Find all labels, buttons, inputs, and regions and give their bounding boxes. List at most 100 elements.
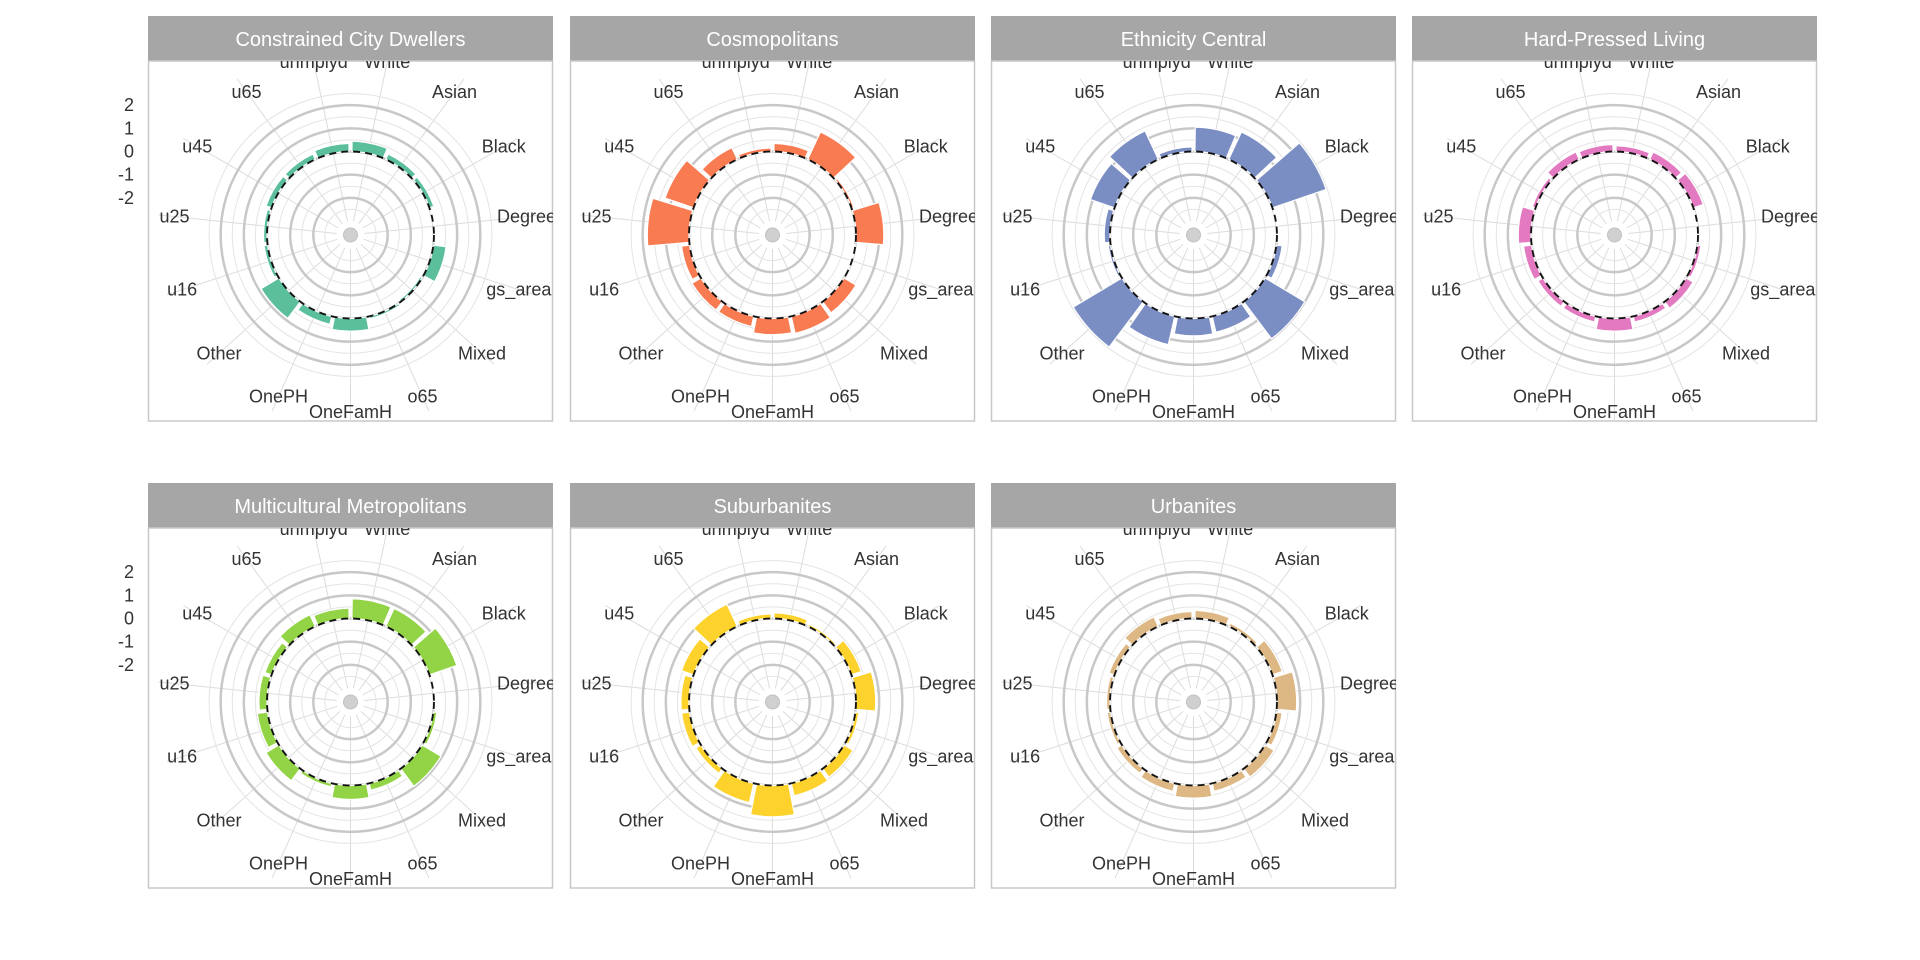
panel-title: Urbanites [1151,496,1237,518]
grid-ring-minor [208,93,493,377]
axis-label-oneph: OnePH [1092,387,1151,407]
grid-ring-major [1062,570,1325,834]
grid-spoke [1001,214,1180,235]
grid-spoke [236,545,343,691]
axis-label-onefamh: OneFamH [1573,402,1656,422]
grid-ring-minor [1495,116,1734,354]
axis-label-unmplyd: unmplyd [702,52,770,72]
grid-ring-minor [653,583,892,821]
axis-label-onefamh: OneFamH [731,402,814,422]
panel-plot-area: White Asian Black Degree gs_area Mixed o65 OneF… [158,519,553,888]
grid-ring-minor [1121,162,1266,308]
grid-ring-minor [630,560,915,844]
axis-label-white: White [786,519,832,539]
axis-label-u45: u45 [182,604,212,624]
grid-spoke [358,78,465,224]
axis-label-u65: u65 [231,82,261,102]
axis-label-unmplyd: unmplyd [280,52,348,72]
axis-label-black: Black [904,604,949,624]
axis-label-oneph: OnePH [671,387,730,407]
grid-ring-major [1085,594,1302,810]
grid-spoke [1156,61,1192,222]
grid-ring-minor [301,185,400,285]
grid-ring-minor [278,629,423,775]
axis-label-gs-area: gs_area [1329,280,1395,301]
axis-label-u45: u45 [182,137,212,157]
grid-ring-minor [1472,93,1757,377]
grid-spoke [183,138,339,229]
grid-spoke [206,710,341,832]
strip-background [570,483,975,528]
grid-spoke [735,528,771,689]
grid-ring-minor [1074,583,1313,821]
axis-label-degree: Degree [497,206,556,226]
axis-label-u25: u25 [1423,206,1453,226]
grid-spoke [1616,61,1652,222]
axis-label-u16: u16 [1431,280,1461,300]
axis-label-black: Black [482,137,527,157]
axis-label-asian: Asian [854,82,899,102]
bar-cosmopolitans-u25 [646,197,694,247]
y-tick-label: -2 [118,188,134,208]
grid-spoke [355,247,430,412]
grid-spoke [784,138,940,229]
axis-label-mixed: Mixed [1301,810,1349,830]
grid-ring-minor [278,162,423,308]
axis-label-black: Black [904,137,949,157]
grid-ring-major [288,173,413,297]
axis-label-o65: o65 [1250,854,1280,874]
axis-label-unmplyd: unmplyd [1123,519,1191,539]
axis-label-u45: u45 [1025,604,1055,624]
strip-background [991,483,1396,528]
bar-suburbanites-u16 [680,711,701,748]
y-tick-label: -1 [118,632,134,652]
axis-label-degree: Degree [1340,206,1399,226]
axis-label-mixed: Mixed [880,810,928,830]
axis-label-asian: Asian [1696,82,1741,102]
grid-ring-major [1155,196,1232,274]
grid-ring-major [641,103,904,367]
grid-spoke [1624,243,1759,365]
axis-label-oneph: OnePH [671,854,730,874]
grid-spoke [785,705,957,763]
axis-label-degree: Degree [919,673,978,693]
grid-spoke [782,710,917,832]
bar-constrained-city-dwellers-u16 [263,244,279,279]
grid-ring-major [1131,173,1256,297]
grid-spoke [236,78,343,224]
panel-title: Hard-Pressed Living [1524,29,1705,51]
axis-label-gs-area: gs_area [486,747,552,768]
grid-ring-minor [723,652,822,752]
bar-urbanites-onefamh [1174,783,1213,799]
bar-ethnicity-central-onefamh [1173,316,1214,337]
bar-cosmopolitans-degree [851,201,885,246]
axis-label-u65: u65 [1074,82,1104,102]
grid-spoke [363,238,535,296]
axis-label-white: White [364,519,410,539]
axis-label-u25: u25 [159,673,189,693]
y-tick-label: 1 [124,118,134,138]
grid-ring-minor [1121,629,1266,775]
grid-spoke [364,214,543,235]
axis-label-u25: u25 [581,673,611,693]
grid-spoke [1079,545,1186,691]
axis-label-gs-area: gs_area [908,747,974,768]
polar-hub [1186,694,1201,710]
axis-label-degree: Degree [1761,206,1820,226]
reference-circle [1109,617,1278,787]
axis-label-other: Other [1039,810,1084,830]
axis-label-o65: o65 [407,387,437,407]
axis-label-u25: u25 [1002,673,1032,693]
grid-spoke [360,243,495,365]
axis-label-o65: o65 [829,854,859,874]
axis-label-unmplyd: unmplyd [280,519,348,539]
strip-background [991,16,1396,61]
bar-constrained-city-dwellers-onefamh [331,316,370,332]
grid-ring-minor [1542,162,1687,308]
grid-ring-major [242,594,459,810]
axis-label-black: Black [1325,137,1370,157]
